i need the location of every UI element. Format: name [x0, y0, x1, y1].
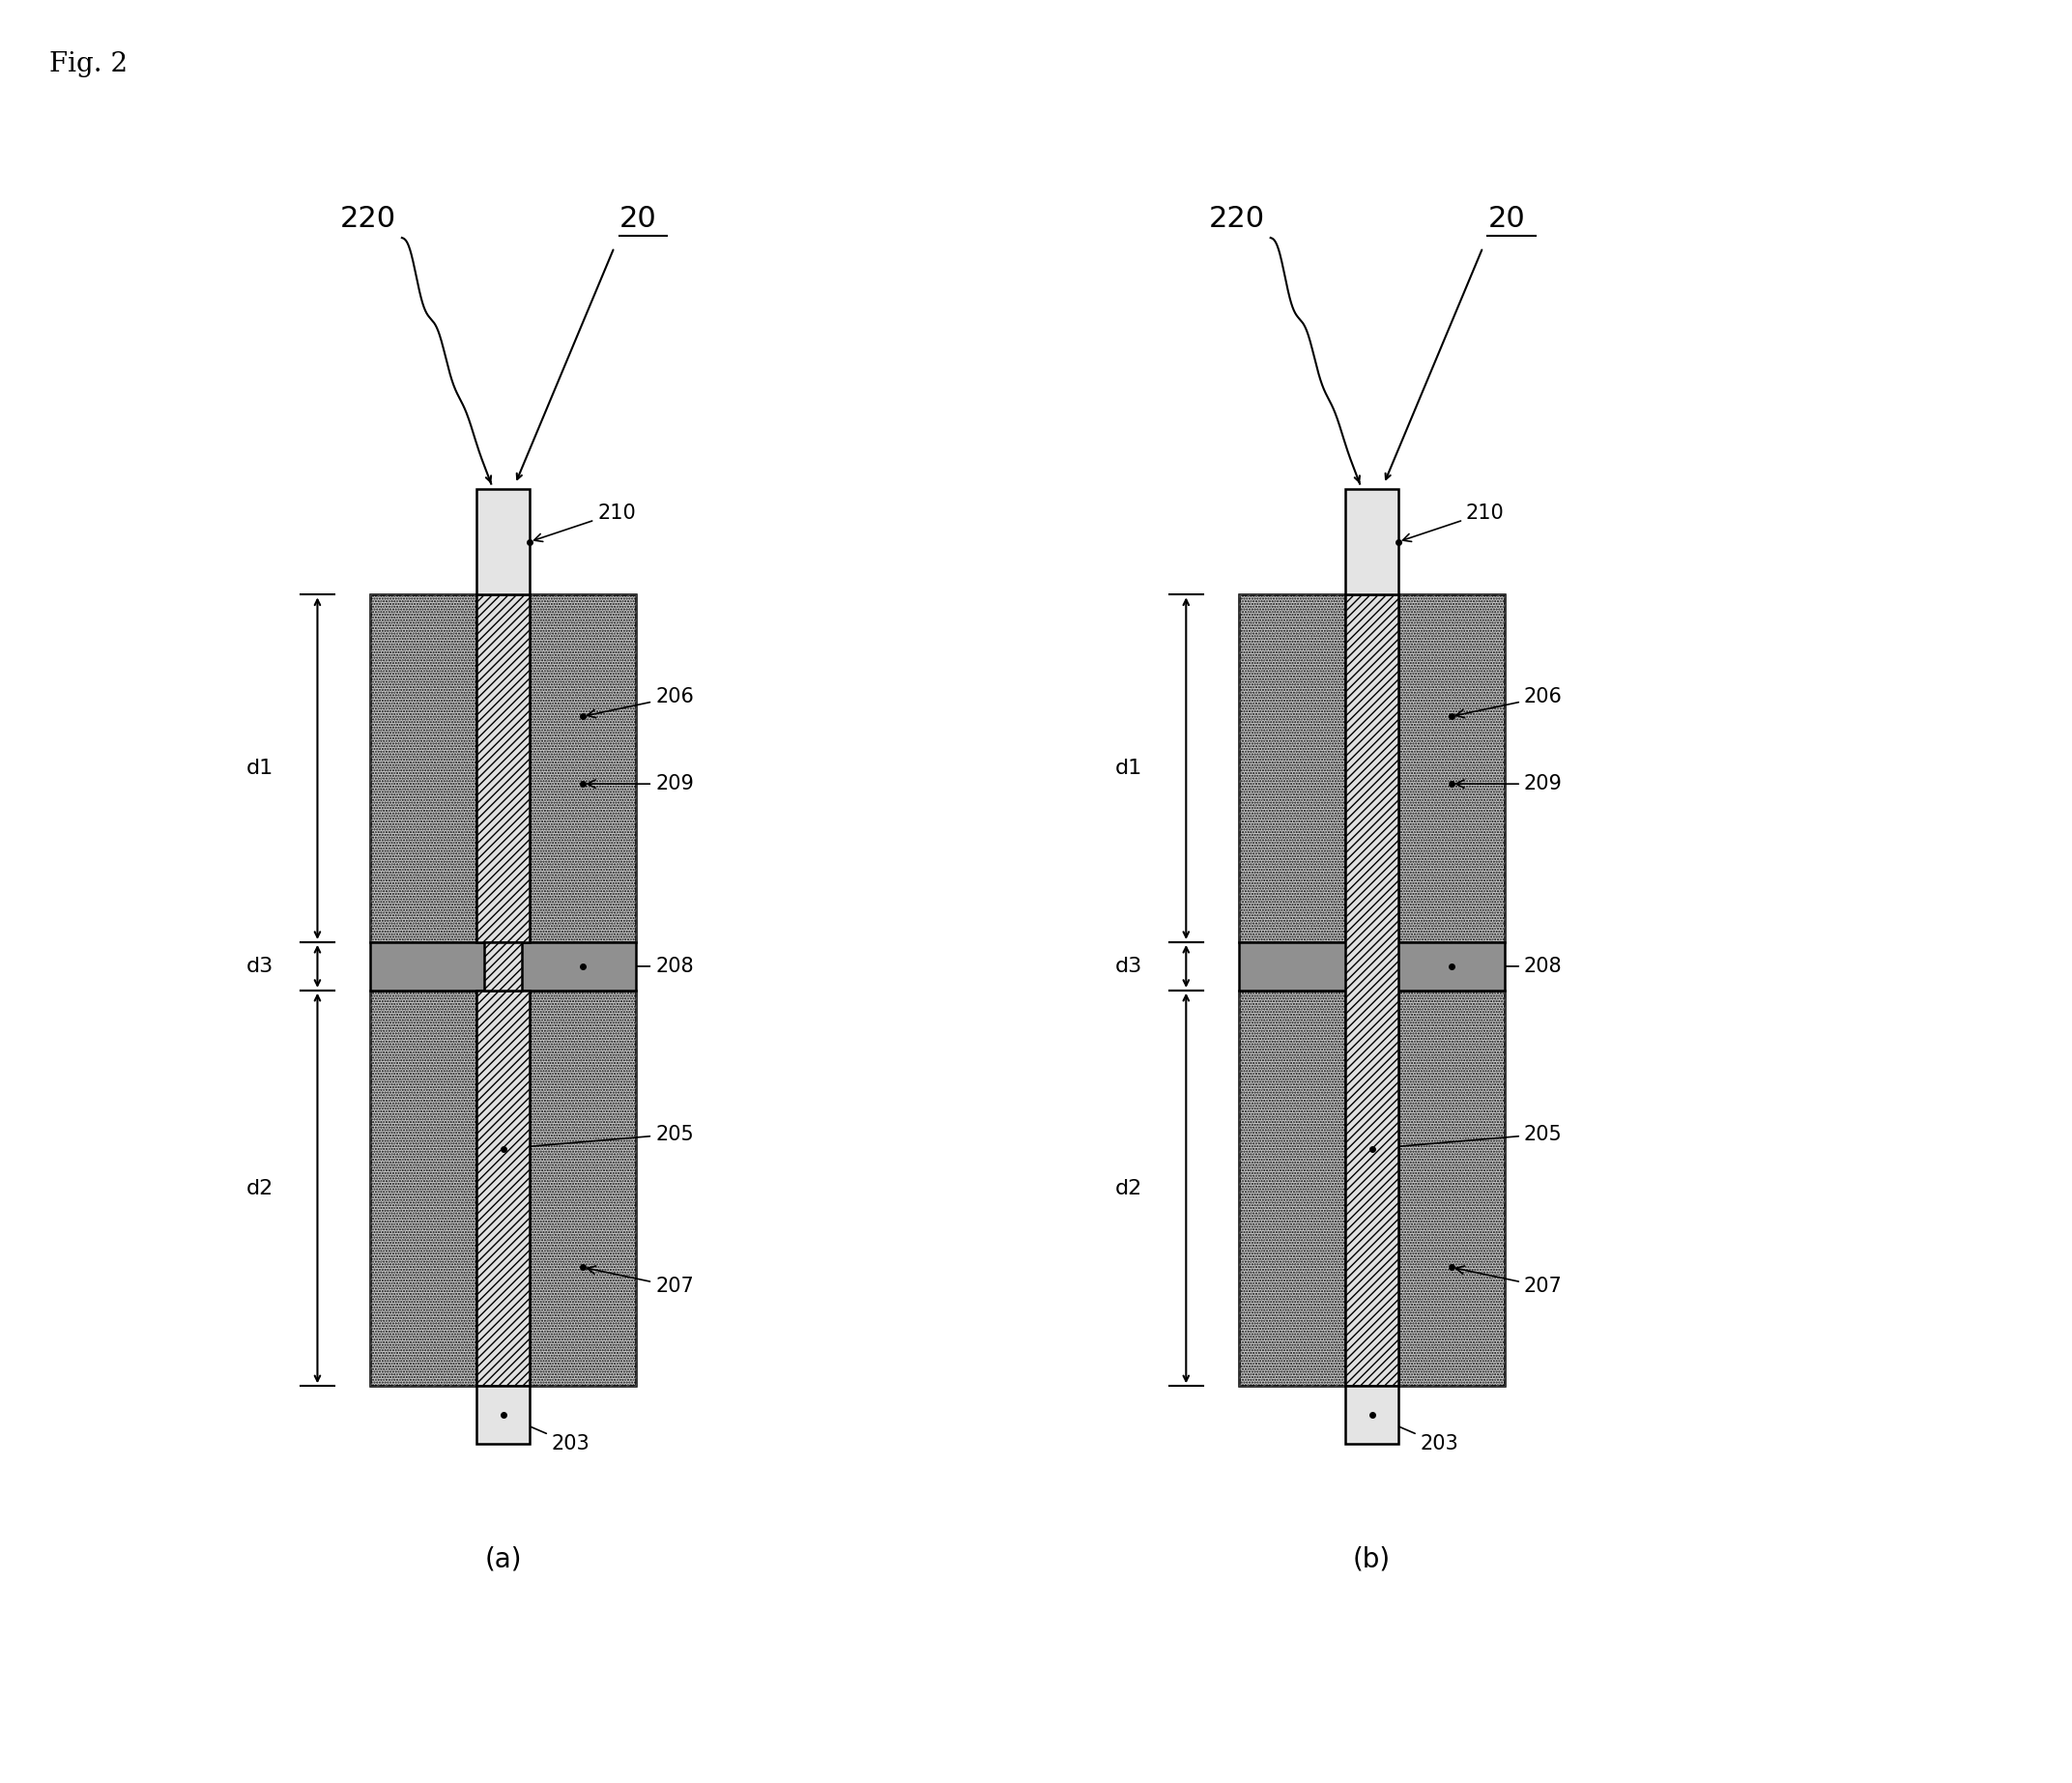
Text: d3: d3	[247, 957, 274, 975]
Text: d2: d2	[1115, 1179, 1142, 1198]
Bar	[530, 990, 636, 1385]
Text: d2: d2	[247, 1179, 274, 1198]
Bar	[1239, 596, 1345, 941]
Text: d1: d1	[247, 760, 274, 777]
Bar	[371, 596, 477, 941]
Text: d3: d3	[1115, 957, 1142, 975]
Bar	[1399, 990, 1504, 1385]
Bar	[1399, 596, 1504, 941]
Text: Fig. 2: Fig. 2	[50, 52, 128, 77]
Text: 205: 205	[508, 1125, 694, 1152]
Bar	[485, 941, 522, 990]
Bar	[371, 990, 477, 1385]
Bar	[1345, 596, 1399, 1385]
Text: (b): (b)	[1353, 1546, 1390, 1573]
Bar	[1399, 596, 1504, 941]
Text: 209: 209	[586, 774, 694, 793]
Bar	[1345, 1385, 1399, 1444]
Text: 206: 206	[586, 688, 694, 719]
Bar	[530, 596, 636, 941]
Bar	[1239, 990, 1345, 1385]
Text: 207: 207	[586, 1266, 694, 1296]
Bar	[371, 596, 477, 941]
Bar	[1239, 990, 1345, 1385]
Bar	[371, 990, 477, 1385]
Text: 203: 203	[508, 1416, 591, 1453]
Text: 208: 208	[586, 957, 694, 975]
Bar	[530, 990, 636, 1385]
Text: 208: 208	[1457, 957, 1562, 975]
Text: 210: 210	[1403, 503, 1504, 542]
Bar	[477, 596, 530, 941]
Bar	[1399, 990, 1504, 1385]
Bar	[1239, 941, 1504, 990]
Bar	[1345, 489, 1399, 596]
Text: 203: 203	[1376, 1416, 1459, 1453]
Text: d1: d1	[1115, 760, 1142, 777]
Bar	[371, 941, 636, 990]
Text: 205: 205	[1376, 1125, 1562, 1152]
Text: 220: 220	[340, 205, 396, 232]
Text: 209: 209	[1457, 774, 1562, 793]
Text: 210: 210	[535, 503, 636, 542]
Text: 20: 20	[1488, 205, 1525, 232]
Bar	[1239, 596, 1345, 941]
Text: 206: 206	[1457, 688, 1562, 719]
Bar	[477, 489, 530, 596]
Bar	[530, 596, 636, 941]
Text: 220: 220	[1208, 205, 1264, 232]
Text: 20: 20	[620, 205, 657, 232]
Bar	[477, 990, 530, 1385]
Text: (a): (a)	[485, 1546, 522, 1573]
Bar	[477, 1385, 530, 1444]
Text: 207: 207	[1457, 1266, 1562, 1296]
